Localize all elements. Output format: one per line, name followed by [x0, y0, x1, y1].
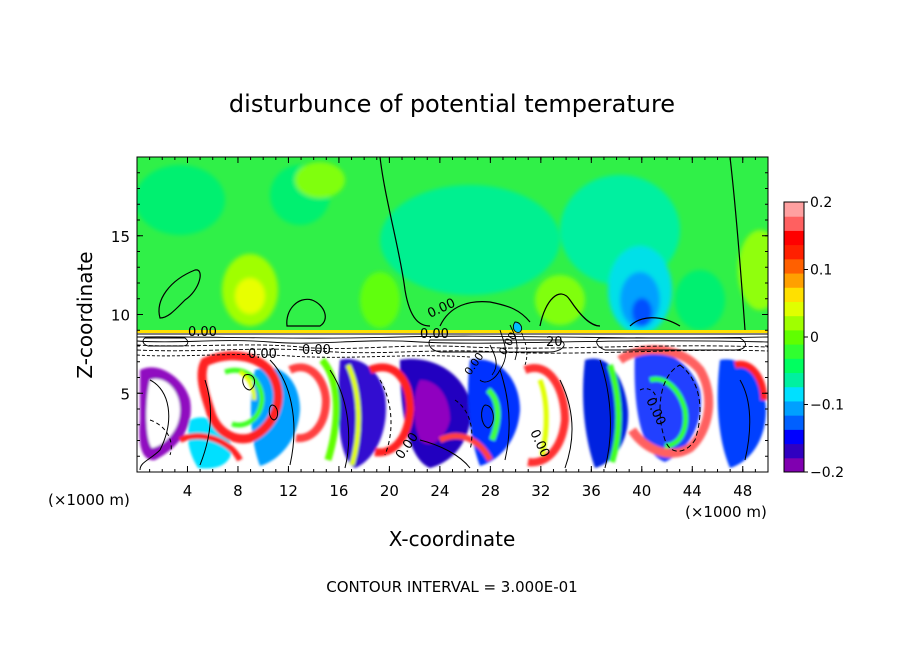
inversion-layer	[137, 330, 768, 333]
x-unit-label-right: (×1000 m)	[685, 503, 767, 521]
contour-label: 20	[546, 335, 563, 350]
colorbar-swatch	[784, 329, 804, 345]
contour-label: 0.00	[248, 347, 277, 362]
lower-swirls	[139, 345, 768, 469]
colorbar-swatch	[784, 344, 804, 359]
colorbar-swatch	[784, 400, 804, 416]
colorbar-swatch	[784, 386, 804, 402]
inversion-contours	[137, 321, 768, 383]
contour-labels: 0.00 0.00 0.00 0.00 0.00 0.00 0.00 0.00 …	[188, 296, 668, 462]
colorbar-swatch	[784, 230, 804, 246]
lower-contours	[139, 359, 751, 471]
x-axis-label: X-coordinate	[389, 527, 516, 551]
colorbar-swatch	[784, 358, 804, 374]
colorbar-swatch	[784, 443, 804, 459]
colorbar-swatch	[784, 429, 804, 445]
y-tick-label: 5	[120, 385, 130, 403]
colorbar-tick-label: −0.1	[810, 398, 844, 414]
colorbar-swatch	[784, 216, 804, 231]
colorbar-swatch	[784, 258, 804, 274]
y-tick-label: 15	[111, 228, 130, 246]
x-unit-label-left: (×1000 m)	[48, 491, 130, 509]
colorbar-swatch	[784, 415, 804, 430]
colorbar-swatch	[784, 202, 804, 217]
colorbar-swatch	[784, 244, 804, 260]
colorbar-swatch	[784, 315, 804, 331]
contour-label: 0.00	[420, 327, 449, 342]
colorbar-swatch	[784, 301, 804, 317]
upper-contours	[158, 157, 746, 331]
colorbar-swatch	[784, 287, 804, 302]
x-tick-label: 36	[582, 482, 601, 500]
colorbar-swatch	[784, 372, 804, 388]
y-tick-label: 10	[111, 307, 130, 325]
plot-area: 0.00 0.00 0.00 0.00 0.00 0.00 0.00 0.00 …	[137, 157, 768, 472]
colorbar-swatch	[784, 273, 804, 288]
colorbar-tick-label: −0.2	[810, 465, 844, 481]
upper-blobs	[137, 162, 768, 334]
colorbar-tick-label: 0.1	[810, 263, 832, 279]
x-tick-label: 8	[233, 482, 243, 500]
x-tick-label: 4	[183, 482, 193, 500]
contour-interval-footer: CONTOUR INTERVAL = 3.000E-01	[326, 578, 577, 596]
colorbar-tick-label: 0	[810, 330, 819, 346]
colorbar: 0.2 0.1 0 −0.1 −0.2	[783, 195, 844, 481]
colorbar-tick-label: 0.2	[810, 195, 832, 211]
contour-label: 0.00	[188, 325, 217, 340]
x-tick-label: 40	[632, 482, 651, 500]
x-axis: 4 8 12 16 20 24 28 32 36 40 44 48	[136, 157, 769, 500]
x-tick-label: 44	[683, 482, 702, 500]
x-tick-label: 12	[279, 482, 298, 500]
x-tick-label: 28	[481, 482, 500, 500]
x-tick-label: 48	[733, 482, 752, 500]
x-tick-label: 16	[329, 482, 348, 500]
y-axis-label: Z-coordinate	[73, 251, 97, 378]
colorbar-swatch	[784, 457, 804, 473]
contour-label: 0.00	[302, 343, 331, 358]
x-tick-label: 24	[430, 482, 449, 500]
y-axis: 5 10 15	[111, 156, 768, 473]
x-tick-label: 32	[531, 482, 550, 500]
x-tick-label: 20	[380, 482, 399, 500]
chart-title: disturbunce of potential temperature	[229, 90, 675, 118]
